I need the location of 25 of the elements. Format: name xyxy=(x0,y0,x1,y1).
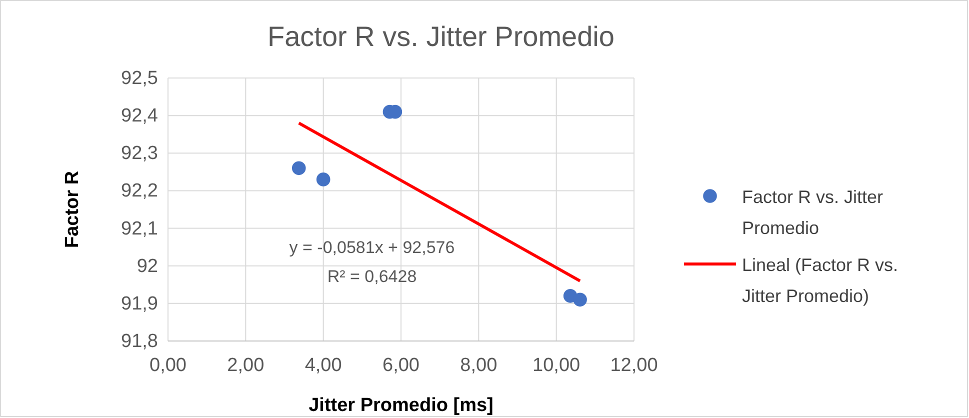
y-tick-label: 91,9 xyxy=(121,293,158,314)
y-tick-label: 92,2 xyxy=(121,180,158,202)
x-tick-label: 4,00 xyxy=(304,355,342,376)
x-tick-label: 12,00 xyxy=(610,355,658,376)
y-tick-label: 92,1 xyxy=(121,218,158,240)
y-tick-label: 92 xyxy=(136,256,158,277)
x-tick-label: 10,00 xyxy=(532,355,580,376)
y-tick-label: 92,4 xyxy=(121,106,158,127)
y-tick-label: 92,5 xyxy=(121,68,158,89)
annotation: R² = 0,6428 xyxy=(327,267,417,286)
chart-title: Factor R vs. Jitter Promedio xyxy=(268,21,614,52)
annotation: y = -0,0581x + 92,576 xyxy=(289,238,455,257)
legend-label: Lineal (Factor R vs. Jitter Promedio) xyxy=(742,255,898,306)
x-tick-label: 8,00 xyxy=(460,355,498,376)
x-axis-title: Jitter Promedio [ms] xyxy=(308,395,494,416)
y-tick-label: 91,8 xyxy=(121,331,158,352)
x-tick-label: 6,00 xyxy=(382,355,420,376)
x-tick-label: 0,00 xyxy=(150,355,186,376)
legend-label: Factor R vs. Jitter Promedio xyxy=(742,187,884,238)
y-tick-label: 92,3 xyxy=(121,143,158,164)
point xyxy=(573,292,587,307)
point xyxy=(316,172,330,186)
x-tick-label: 2,00 xyxy=(227,355,264,376)
y-axis-title: Factor R xyxy=(62,170,83,248)
point xyxy=(292,161,306,176)
